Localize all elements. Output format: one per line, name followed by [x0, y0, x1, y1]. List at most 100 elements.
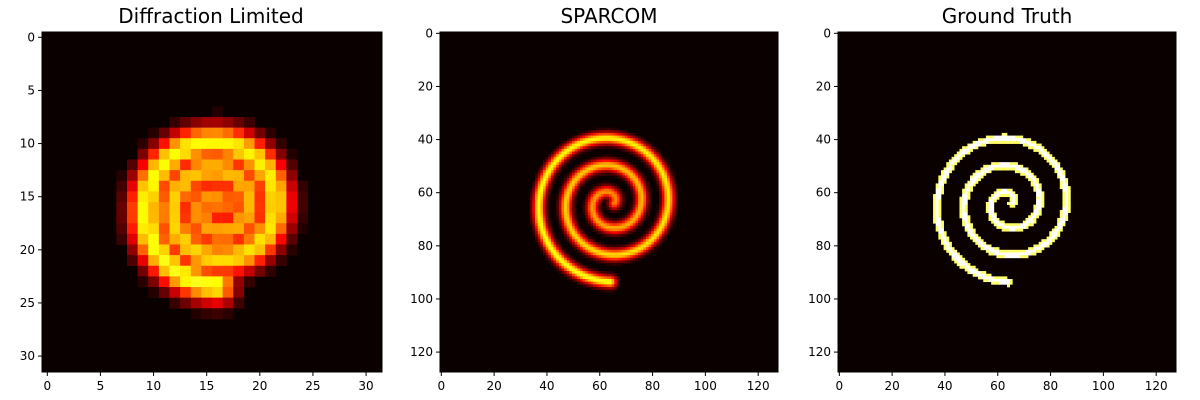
heatmap-cell: [645, 188, 649, 192]
heatmap-cell: [951, 164, 955, 168]
heatmap-cell: [638, 223, 642, 227]
y-tick-label: 100: [808, 292, 831, 306]
heatmap-cell: [643, 247, 647, 251]
heatmap-cell: [651, 249, 655, 253]
heatmap-cell: [946, 244, 950, 248]
heatmap-cell: [558, 215, 562, 219]
heatmap-cell: [609, 191, 612, 195]
heatmap-cell: [1057, 175, 1061, 179]
heatmap-cell: [158, 212, 170, 224]
heatmap-cell: [222, 308, 234, 320]
heatmap-cell: [959, 215, 963, 219]
heatmap-cell: [609, 233, 612, 237]
heatmap-cell: [606, 180, 610, 184]
heatmap-cell: [1012, 252, 1016, 256]
heatmap-cell: [180, 191, 192, 203]
heatmap-cell: [962, 212, 966, 216]
heatmap-cell: [622, 228, 626, 232]
heatmap-cell: [632, 252, 636, 256]
heatmap-cell: [598, 241, 602, 245]
heatmap-cell: [598, 260, 602, 264]
heatmap-cell: [243, 159, 255, 171]
heatmap-cell: [582, 130, 586, 134]
heatmap-cell: [564, 209, 568, 213]
heatmap-cell: [619, 252, 623, 256]
heatmap-cell: [653, 159, 657, 163]
heatmap-cell: [959, 207, 963, 211]
heatmap-cell: [564, 255, 568, 259]
heatmap-cell: [569, 257, 573, 261]
heatmap-cell: [587, 191, 591, 195]
heatmap-cell: [667, 164, 671, 168]
heatmap-cell: [598, 271, 602, 275]
heatmap-cell: [606, 186, 610, 190]
heatmap-cell: [148, 159, 160, 171]
heatmap-cell: [667, 191, 671, 195]
heatmap-cell: [158, 159, 170, 171]
heatmap-cell: [643, 255, 647, 259]
heatmap-cell: [561, 223, 565, 227]
heatmap-cell: [645, 249, 649, 253]
heatmap-cell: [933, 196, 937, 200]
heatmap-cell: [529, 202, 533, 206]
heatmap-cell: [564, 178, 568, 182]
heatmap-cell: [585, 276, 589, 280]
heatmap-cell: [632, 257, 636, 261]
heatmap-cell: [587, 167, 591, 171]
heatmap-cell: [622, 170, 626, 174]
heatmap-cell: [983, 247, 987, 251]
heatmap-cell: [1007, 140, 1010, 144]
heatmap-cell: [548, 183, 552, 187]
heatmap-cell: [606, 183, 610, 187]
heatmap-cell: [553, 167, 557, 171]
heatmap-cell: [561, 225, 565, 229]
heatmap-cell: [606, 271, 610, 275]
heatmap-cell: [598, 209, 602, 213]
heatmap-cell: [564, 257, 568, 261]
heatmap-cell: [993, 279, 997, 283]
heatmap-cell: [1062, 186, 1066, 190]
heatmap-cell: [585, 159, 589, 163]
heatmap-cell: [648, 225, 652, 229]
heatmap-cell: [587, 146, 591, 150]
heatmap-cell: [137, 265, 149, 277]
heatmap-cell: [593, 241, 597, 245]
heatmap-cell: [1067, 209, 1071, 213]
heatmap-cell: [595, 225, 599, 229]
heatmap-cell: [556, 212, 560, 216]
heatmap-cell: [619, 146, 623, 150]
heatmap-cell: [545, 188, 549, 192]
heatmap-cell: [582, 167, 586, 171]
heatmap-cell: [624, 231, 628, 235]
heatmap-cell: [630, 217, 634, 221]
heatmap-cell: [1017, 255, 1021, 259]
heatmap-cell: [553, 233, 557, 237]
heatmap-cell: [535, 207, 539, 211]
heatmap-cell: [545, 231, 549, 235]
heatmap-cell: [542, 209, 546, 213]
heatmap-cell: [638, 156, 642, 160]
heatmap-cell: [265, 180, 277, 192]
heatmap-cell: [1012, 202, 1016, 206]
heatmap-cell: [558, 188, 562, 192]
heatmap-cell: [935, 212, 939, 216]
heatmap-cell: [638, 170, 642, 174]
heatmap-cell: [564, 233, 568, 237]
heatmap-cell: [540, 164, 544, 168]
heatmap-cell: [1038, 249, 1042, 253]
heatmap-cell: [574, 199, 578, 203]
heatmap-cell: [656, 225, 660, 229]
heatmap-cell: [616, 209, 620, 213]
heatmap-cell: [614, 263, 618, 267]
heatmap-cell: [611, 202, 615, 206]
heatmap-cell: [585, 271, 589, 275]
heatmap-cell: [651, 156, 655, 160]
heatmap-cell: [672, 178, 676, 182]
heatmap-cell: [595, 156, 599, 160]
heatmap-cell: [566, 271, 570, 275]
heatmap-cell: [999, 255, 1003, 259]
heatmap-cell: [540, 170, 544, 174]
heatmap-cell: [643, 196, 647, 200]
heatmap-cell: [938, 178, 942, 182]
heatmap-cell: [948, 241, 952, 245]
